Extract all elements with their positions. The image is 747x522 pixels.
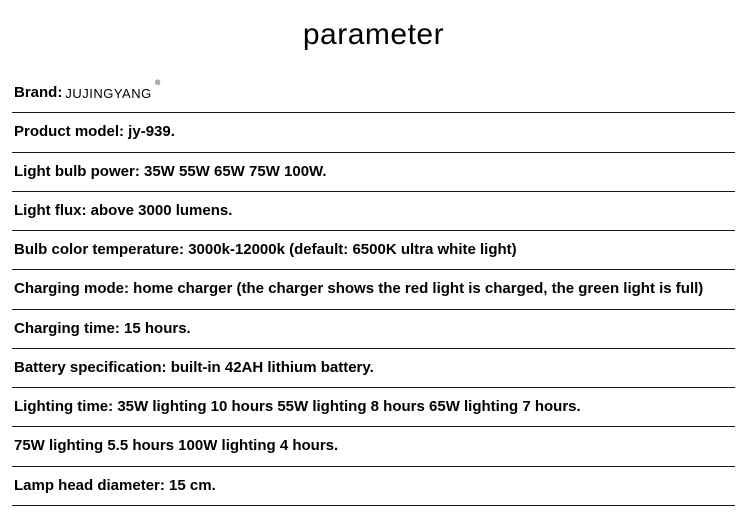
spec-value: built-in 42AH lithium battery.: [167, 359, 374, 376]
spec-label: Lighting time:: [14, 398, 113, 415]
spec-row: Light flux: above 3000 lumens.: [12, 192, 735, 231]
spec-label: Light bulb power:: [14, 163, 140, 180]
spec-row: Battery specification: built-in 42AH lit…: [12, 349, 735, 388]
spec-value: 75W lighting 5.5 hours 100W lighting 4 h…: [14, 437, 338, 454]
spec-value: 35W 55W 65W 75W 100W.: [140, 163, 327, 180]
spec-row: Lamp head diameter: 15 cm.: [12, 467, 735, 506]
spec-label: Battery specification:: [14, 359, 167, 376]
spec-value: 15 hours.: [120, 320, 191, 337]
spec-row: Brand:JUJINGYANG: [12, 74, 735, 113]
spec-row: Charging time: 15 hours.: [12, 310, 735, 349]
spec-row: Bulb color temperature: 3000k-12000k (de…: [12, 231, 735, 270]
spec-row: Charging mode: home charger (the charger…: [12, 270, 735, 309]
spec-row: Product model: jy-939.: [12, 113, 735, 152]
spec-label: Charging mode:: [14, 280, 129, 297]
spec-label: Brand:: [14, 83, 62, 103]
spec-value: jy-939.: [124, 123, 175, 140]
page-title: parameter: [12, 0, 735, 74]
spec-label: Charging time:: [14, 320, 120, 337]
spec-row: 75W lighting 5.5 hours 100W lighting 4 h…: [12, 427, 735, 466]
spec-value: home charger (the charger shows the red …: [129, 280, 703, 297]
spec-value: 35W lighting 10 hours 55W lighting 8 hou…: [113, 398, 581, 415]
spec-row: Light bulb power: 35W 55W 65W 75W 100W.: [12, 153, 735, 192]
spec-value: above 3000 lumens.: [86, 202, 232, 219]
spec-table: Brand:JUJINGYANGProduct model: jy-939.Li…: [12, 74, 735, 506]
spec-label: Light flux:: [14, 202, 86, 219]
spec-value: 3000k-12000k (default: 6500K ultra white…: [184, 241, 517, 258]
spec-label: Bulb color temperature:: [14, 241, 184, 258]
brand-name: JUJINGYANG: [65, 83, 157, 103]
parameter-sheet: parameter Brand:JUJINGYANGProduct model:…: [0, 0, 747, 506]
spec-label: Lamp head diameter:: [14, 477, 165, 494]
spec-row: Lighting time: 35W lighting 10 hours 55W…: [12, 388, 735, 427]
spec-label: Product model:: [14, 123, 124, 140]
spec-value: 15 cm.: [165, 477, 216, 494]
